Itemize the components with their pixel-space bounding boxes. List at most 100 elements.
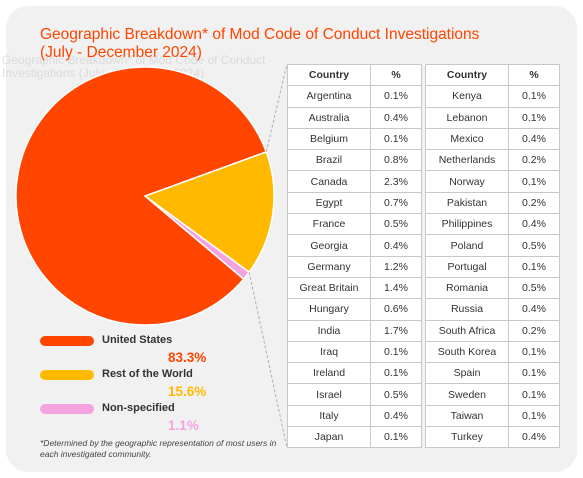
legend-swatch-rest-of-world <box>40 370 94 380</box>
table-row: Australia 0.4% Lebanon 0.1% <box>287 106 560 129</box>
cell-country-right: Pakistan <box>425 191 509 215</box>
cell-percent-left: 0.1% <box>370 340 422 364</box>
cell-country-left: Georgia <box>287 234 371 257</box>
pie-slice-united-states <box>15 66 268 326</box>
cell-percent-left: 1.4% <box>370 276 422 300</box>
country-table: Country % Country % Argentina 0.1% Kenya 0.… <box>287 63 560 449</box>
table-header-row: Country % Country % <box>287 63 560 87</box>
cell-percent-right: 0.1% <box>508 362 560 385</box>
header-country-right: Country <box>425 63 509 87</box>
cell-percent-right: 0.1% <box>508 170 560 193</box>
table-row: India 1.7% South Africa 0.2% <box>287 319 560 342</box>
table-row: Hungary 0.6% Russia 0.4% <box>287 298 560 321</box>
cell-percent-left: 0.4% <box>370 234 422 257</box>
chart-title-line1: Geographic Breakdown* of Mod Code of Con… <box>40 26 480 43</box>
cell-country-left: Canada <box>287 170 371 193</box>
cell-country-right: Spain <box>425 362 509 385</box>
footnote: *Determined by the geographic representa… <box>40 438 277 459</box>
cell-country-left: Hungary <box>287 298 371 321</box>
table-row: France 0.5% Philippines 0.4% <box>287 213 560 236</box>
pie-leader-lines <box>248 63 288 449</box>
legend-label-united-states: United States <box>102 334 173 346</box>
cell-percent-left: 0.5% <box>370 213 422 236</box>
cell-country-right: Russia <box>425 298 509 321</box>
table-row: Belgium 0.1% Mexico 0.4% <box>287 127 560 151</box>
table-row: Ireland 0.1% Spain 0.1% <box>287 362 560 385</box>
cell-percent-left: 0.1% <box>370 362 422 385</box>
cell-percent-right: 0.5% <box>508 276 560 300</box>
leader-line-bottom <box>248 272 288 449</box>
cell-country-left: Iraq <box>287 340 371 364</box>
chart-title: Geographic Breakdown* of Mod Code of Con… <box>40 26 480 62</box>
cell-country-left: Egypt <box>287 191 371 215</box>
cell-percent-right: 0.2% <box>508 149 560 172</box>
legend-value-non-specified: 1.1% <box>168 418 199 433</box>
cell-country-left: India <box>287 319 371 342</box>
cell-percent-left: 0.7% <box>370 191 422 215</box>
cell-country-left: Australia <box>287 106 371 129</box>
cell-percent-right: 0.5% <box>508 234 560 257</box>
pie-slices <box>15 66 275 326</box>
legend-value-rest-of-world: 15.6% <box>168 384 207 399</box>
table-row: Israel 0.5% Sweden 0.1% <box>287 383 560 406</box>
cell-country-right: Taiwan <box>425 404 509 428</box>
cell-percent-left: 0.4% <box>370 106 422 129</box>
cell-country-right: Philippines <box>425 213 509 236</box>
legend-label-non-specified: Non-specified <box>102 402 175 414</box>
cell-country-left: Great Britain <box>287 276 371 300</box>
cell-percent-right: 0.4% <box>508 426 560 449</box>
cell-percent-right: 0.2% <box>508 319 560 342</box>
cell-country-right: Kenya <box>425 85 509 108</box>
cell-percent-left: 0.1% <box>370 85 422 108</box>
cell-percent-right: 0.1% <box>508 85 560 108</box>
cell-country-left: Brazil <box>287 149 371 172</box>
cell-country-right: Norway <box>425 170 509 193</box>
cell-percent-right: 0.1% <box>508 404 560 428</box>
legend-label-rest-of-world: Rest of the World <box>102 368 193 380</box>
legend-value-united-states: 83.3% <box>168 350 207 365</box>
table-row: Egypt 0.7% Pakistan 0.2% <box>287 191 560 215</box>
header-percent-right: % <box>508 63 560 87</box>
cell-country-left: Belgium <box>287 127 371 151</box>
cell-country-right: Netherlands <box>425 149 509 172</box>
table-row: Argentina 0.1% Kenya 0.1% <box>287 85 560 108</box>
cell-percent-left: 1.2% <box>370 255 422 278</box>
cell-country-left: France <box>287 213 371 236</box>
cell-country-left: Ireland <box>287 362 371 385</box>
cell-percent-right: 0.4% <box>508 213 560 236</box>
cell-percent-left: 2.3% <box>370 170 422 193</box>
cell-country-left: Italy <box>287 404 371 428</box>
cell-percent-left: 0.4% <box>370 404 422 428</box>
cell-country-left: Germany <box>287 255 371 278</box>
cell-percent-right: 0.4% <box>508 127 560 151</box>
chart-title-line2: (July - December 2024) <box>40 44 202 61</box>
cell-country-left: Argentina <box>287 85 371 108</box>
cell-percent-right: 0.1% <box>508 106 560 129</box>
cell-country-left: Israel <box>287 383 371 406</box>
cell-percent-left: 0.1% <box>370 127 422 151</box>
cell-country-right: Turkey <box>425 426 509 449</box>
table-row: Great Britain 1.4% Romania 0.5% <box>287 276 560 300</box>
table-row: Iraq 0.1% South Korea 0.1% <box>287 340 560 364</box>
cell-percent-right: 0.1% <box>508 340 560 364</box>
table-row: Japan 0.1% Turkey 0.4% <box>287 426 560 449</box>
table-row: Canada 2.3% Norway 0.1% <box>287 170 560 193</box>
cell-percent-right: 0.2% <box>508 191 560 215</box>
legend-swatch-united-states <box>40 336 94 346</box>
cell-country-right: South Africa <box>425 319 509 342</box>
leader-line-top <box>265 63 288 152</box>
table-body: Argentina 0.1% Kenya 0.1% Australia 0.4% Leban… <box>287 85 560 449</box>
table-row: Brazil 0.8% Netherlands 0.2% <box>287 149 560 172</box>
cell-country-left: Japan <box>287 426 371 449</box>
legend-swatch-non-specified <box>40 404 94 414</box>
pie-slice-rest-of-the-world <box>143 150 275 274</box>
cell-country-right: Sweden <box>425 383 509 406</box>
cell-percent-left: 0.5% <box>370 383 422 406</box>
cell-percent-right: 0.1% <box>508 383 560 406</box>
cell-percent-left: 0.6% <box>370 298 422 321</box>
header-percent-left: % <box>370 63 422 87</box>
cell-percent-left: 0.1% <box>370 426 422 449</box>
table-row: Germany 1.2% Portugal 0.1% <box>287 255 560 278</box>
cell-country-right: Romania <box>425 276 509 300</box>
